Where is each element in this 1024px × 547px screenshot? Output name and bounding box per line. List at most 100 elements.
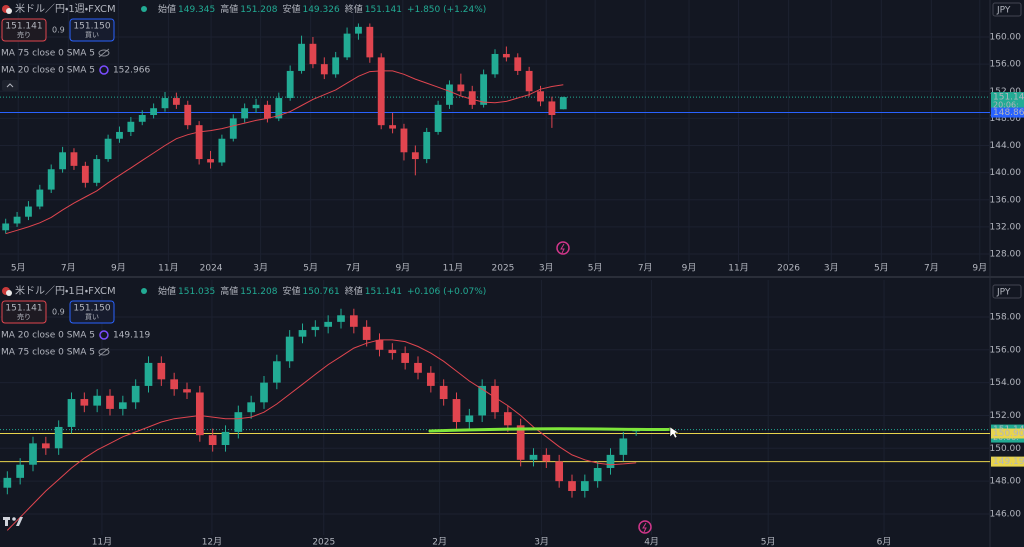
buy-label: 買い (85, 31, 99, 39)
candle-body (434, 104, 442, 132)
candle-body (537, 91, 544, 102)
candle-body (285, 336, 294, 362)
candle-body (502, 53, 510, 58)
ma-line (5, 70, 564, 235)
buy-price: 151.150 (73, 22, 110, 32)
x-tick-label: 9月 (682, 263, 697, 274)
alert-icon[interactable] (638, 520, 652, 534)
cursor (669, 426, 680, 439)
candle-body (29, 443, 37, 465)
candle-body (3, 477, 12, 488)
candle-body (36, 189, 44, 207)
y-tick-label: 148.00 (990, 477, 1022, 487)
indicator-name: MA 20 close 0 SMA 5 (1, 331, 95, 341)
flag-icon (6, 8, 12, 14)
candle-body (208, 435, 217, 446)
countdown: 20:06: (993, 101, 1019, 110)
ohlc-high-label: 高値 (220, 285, 238, 297)
x-tick-label: 7月 (924, 263, 939, 274)
y-tick-label: 146.00 (990, 509, 1022, 519)
candle-body (80, 399, 89, 406)
x-tick-label: 2026 (777, 264, 800, 274)
candle-body (252, 104, 260, 109)
x-tick-label: 3月 (824, 263, 839, 274)
candle-body (568, 481, 576, 491)
ohlc-high: 151.208 (240, 287, 277, 297)
alert-icon[interactable] (556, 241, 570, 255)
x-tick-label: 5月 (303, 263, 318, 274)
candle-body (138, 114, 146, 122)
y-tick-label: 156.00 (990, 60, 1022, 70)
candle-body (25, 206, 32, 217)
candle-body (275, 98, 283, 119)
collapse-button[interactable] (2, 80, 18, 91)
market-status (141, 288, 147, 294)
ohlc: 始値 151.035 高値 151.208 安値 150.761 終値 151.141 +0.1… (158, 285, 486, 297)
x-tick-label: 5月 (11, 263, 26, 274)
y-tick-label: 156.00 (990, 345, 1022, 355)
candle-body (411, 152, 419, 160)
candle-body (183, 389, 191, 393)
ohlc-low-label: 安値 (282, 3, 300, 15)
currency: JPY (996, 6, 1011, 16)
x-tick-label: 11月 (443, 263, 463, 274)
candle-body (67, 399, 76, 427)
candle-body (221, 431, 230, 446)
ohlc-close: 151.141 (365, 287, 402, 297)
price-label: 148.86 (993, 108, 1024, 118)
x-tick-label: 11月 (158, 263, 178, 274)
x-tick-label: 6月 (877, 537, 892, 547)
candle-body (106, 395, 114, 409)
candle-body (272, 361, 281, 383)
x-tick-label: 9月 (972, 263, 987, 274)
candle-body (377, 57, 385, 126)
ohlc-low: 150.761 (302, 287, 339, 297)
x-tick-label: 7月 (638, 263, 653, 274)
candle-body (555, 461, 564, 482)
sell-price: 151.141 (5, 22, 42, 32)
candle-body (478, 385, 487, 416)
indicator-name: MA 20 close 0 SMA 5 (1, 66, 95, 76)
candle-body (41, 443, 50, 449)
candle-body (401, 353, 410, 363)
candle-body (144, 362, 153, 386)
candle-body (309, 43, 317, 65)
price-axis-column (990, 0, 1024, 547)
candle-body (362, 326, 371, 340)
hidden-icon (98, 348, 110, 356)
candle-body (332, 57, 340, 75)
sell-price: 151.141 (5, 304, 42, 314)
currency-box (992, 284, 1022, 299)
buy-label: 買い (85, 313, 99, 321)
y-tick-label: 140.00 (990, 168, 1022, 178)
candle-body (311, 326, 320, 331)
x-tick-label: 2024 (200, 264, 223, 274)
symbol: 米ドル／円・1週・FXCM (15, 2, 116, 15)
candle-body (131, 385, 140, 403)
candle-body (234, 412, 243, 432)
candle-body (355, 26, 362, 34)
ma-line (6, 339, 637, 531)
flag-icon (6, 290, 12, 296)
candle-body (514, 57, 522, 71)
candle-body (414, 362, 422, 373)
candle-body (54, 426, 63, 449)
candle-body (516, 425, 525, 460)
candle-body (104, 138, 112, 160)
spread: 0.9 (52, 308, 65, 317)
candle-body (264, 104, 271, 119)
candle-body (70, 152, 78, 166)
price-label: 150.90 (993, 429, 1024, 439)
tradingview-logo (3, 517, 23, 526)
candle-body (426, 372, 435, 386)
x-tick-label: 2025 (312, 538, 335, 547)
price-label-box (991, 456, 1024, 467)
candle-body (480, 74, 488, 105)
candle-body (116, 131, 123, 139)
candle-body (81, 165, 89, 183)
candle-body (337, 315, 345, 322)
ohlc-open-label: 始値 (158, 285, 176, 297)
price-label: 149.19 (993, 457, 1024, 467)
candle-body (324, 321, 333, 327)
